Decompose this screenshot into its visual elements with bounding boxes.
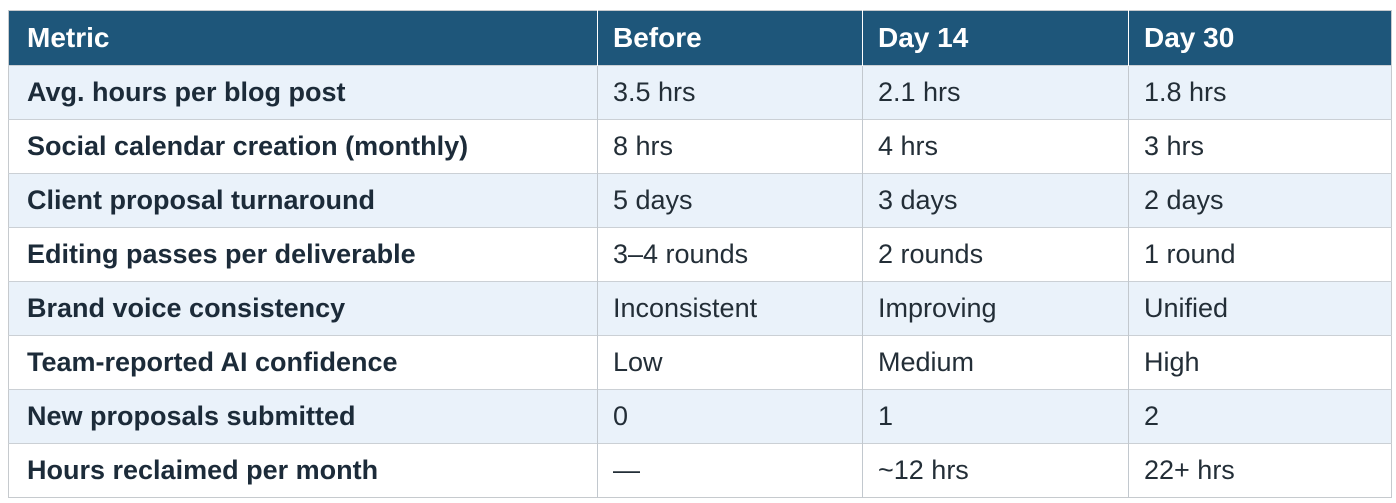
metric-cell: Social calendar creation (monthly) [8,119,598,174]
table-row: Editing passes per deliverable 3–4 round… [8,227,1392,282]
value-cell-day14: 2 rounds [862,227,1129,282]
table-row: Avg. hours per blog post 3.5 hrs 2.1 hrs… [8,65,1392,120]
table-row: Team-reported AI confidence Low Medium H… [8,335,1392,390]
table-row: Social calendar creation (monthly) 8 hrs… [8,119,1392,174]
value-cell-day14: 2.1 hrs [862,65,1129,120]
table-row: Hours reclaimed per month — ~12 hrs 22+ … [8,443,1392,498]
value-cell-before: 3.5 hrs [597,65,863,120]
value-cell-before: 0 [597,389,863,444]
header-cell-day14: Day 14 [862,10,1129,66]
metric-cell: Client proposal turnaround [8,173,598,228]
value-cell-before: Low [597,335,863,390]
value-cell-before: — [597,443,863,498]
metrics-table: Metric Before Day 14 Day 30 Avg. hours p… [8,10,1392,498]
value-cell-day14: Improving [862,281,1129,336]
metric-cell: Team-reported AI confidence [8,335,598,390]
header-cell-before: Before [597,10,863,66]
value-cell-day30: 3 hrs [1128,119,1392,174]
metrics-table-container: Metric Before Day 14 Day 30 Avg. hours p… [8,10,1392,498]
value-cell-day30: 2 days [1128,173,1392,228]
table-row: Client proposal turnaround 5 days 3 days… [8,173,1392,228]
value-cell-day14: 1 [862,389,1129,444]
table-body: Avg. hours per blog post 3.5 hrs 2.1 hrs… [8,65,1392,498]
value-cell-before: 8 hrs [597,119,863,174]
value-cell-day14: 3 days [862,173,1129,228]
metric-cell: New proposals submitted [8,389,598,444]
value-cell-day30: 22+ hrs [1128,443,1392,498]
value-cell-day30: Unified [1128,281,1392,336]
header-cell-metric: Metric [8,10,598,66]
table-row: New proposals submitted 0 1 2 [8,389,1392,444]
value-cell-day30: High [1128,335,1392,390]
metric-cell: Brand voice consistency [8,281,598,336]
value-cell-day30: 1 round [1128,227,1392,282]
value-cell-before: 3–4 rounds [597,227,863,282]
metric-cell: Avg. hours per blog post [8,65,598,120]
value-cell-day14: Medium [862,335,1129,390]
table-row: Brand voice consistency Inconsistent Imp… [8,281,1392,336]
value-cell-before: Inconsistent [597,281,863,336]
value-cell-day14: 4 hrs [862,119,1129,174]
value-cell-day14: ~12 hrs [862,443,1129,498]
metric-cell: Hours reclaimed per month [8,443,598,498]
value-cell-before: 5 days [597,173,863,228]
value-cell-day30: 1.8 hrs [1128,65,1392,120]
header-cell-day30: Day 30 [1128,10,1392,66]
metric-cell: Editing passes per deliverable [8,227,598,282]
header-row: Metric Before Day 14 Day 30 [8,10,1392,66]
value-cell-day30: 2 [1128,389,1392,444]
